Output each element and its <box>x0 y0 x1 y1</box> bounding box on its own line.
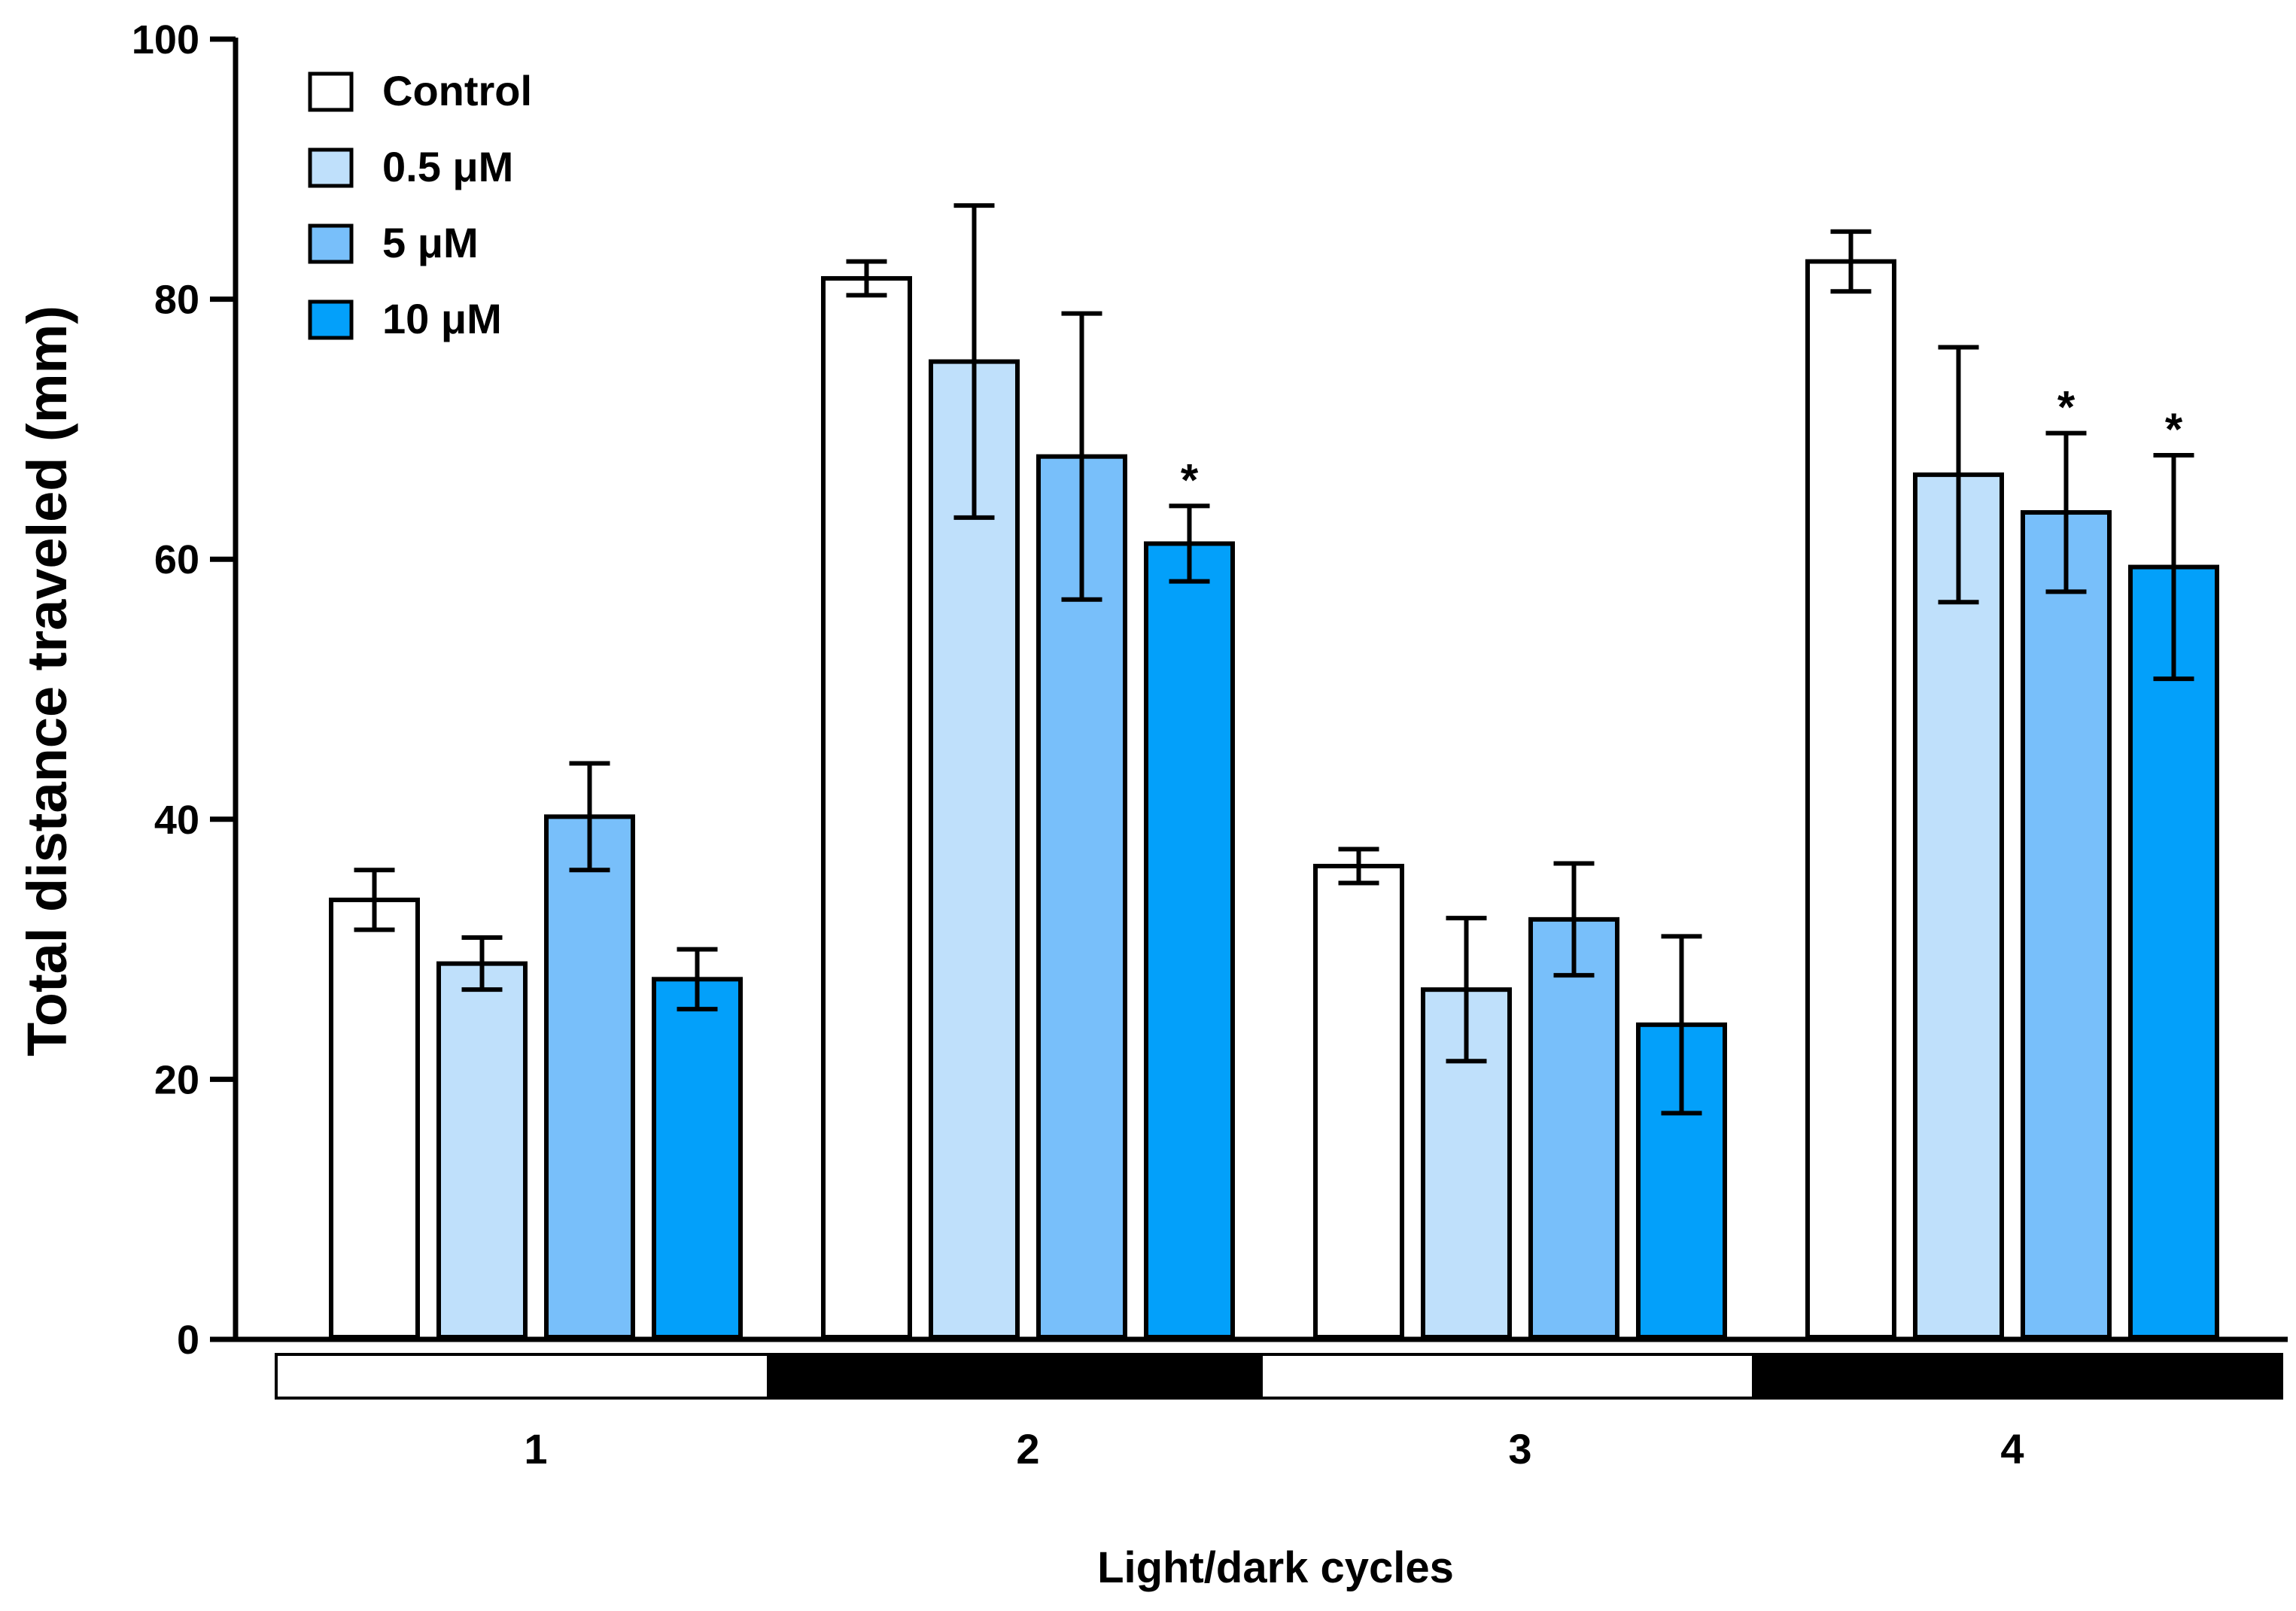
cycle-segment-dark <box>767 1353 1263 1400</box>
legend-swatch-2 <box>308 147 354 188</box>
bar-1-series-1 <box>329 897 420 1340</box>
cycle-segment-dark <box>1752 1353 2283 1400</box>
bar-1-series-2 <box>436 961 528 1340</box>
bars: * * * <box>329 203 2219 1340</box>
bar-4-series-3 <box>2021 509 2112 1340</box>
legend-label-4: 10 μM <box>382 295 502 342</box>
y-tick-label: 40 <box>154 798 199 843</box>
cycle-segment-light <box>1260 1353 1755 1400</box>
x-tick-label: 2 <box>1016 1425 1039 1473</box>
bar-4-series-4 <box>2128 564 2219 1339</box>
significance-marker: * <box>2057 382 2076 433</box>
x-tick-label: 1 <box>524 1425 547 1473</box>
bar-2-series-4 <box>1144 541 1235 1339</box>
x-axis-label: Light/dark cycles <box>1097 1543 1454 1592</box>
bar-2-series-1 <box>821 275 912 1339</box>
bar-3-series-1 <box>1313 864 1404 1340</box>
legend-label-3: 5 μM <box>382 219 479 266</box>
x-tick-label: 4 <box>2000 1425 2024 1473</box>
legend-label-1: Control <box>382 67 532 114</box>
bar-3-series-3 <box>1528 916 1619 1339</box>
y-tick-label: 60 <box>154 537 199 582</box>
significance-marker: * <box>1181 454 1199 505</box>
significance-marker: * <box>2165 404 2183 454</box>
y-axis-label: Total distance traveled (mm) <box>16 305 78 1056</box>
legend-swatch-4 <box>308 299 354 340</box>
legend-swatch-3 <box>308 223 354 264</box>
axes: 0 20 40 60 80 100 1 2 3 4 <box>132 17 2288 1473</box>
y-tick-label: 100 <box>132 17 199 62</box>
x-tick-label: 3 <box>1508 1425 1531 1473</box>
y-tick-label: 20 <box>154 1057 199 1102</box>
legend: Control 0.5 μM 5 μM 10 μM <box>308 67 532 342</box>
bar-4-series-1 <box>1805 259 1896 1339</box>
legend-swatch-1 <box>308 71 354 112</box>
bar-1-series-4 <box>652 977 743 1339</box>
y-tick-label: 0 <box>177 1318 199 1363</box>
bar-1-series-3 <box>544 814 635 1339</box>
cycle-segment-light <box>275 1353 770 1400</box>
legend-label-2: 0.5 μM <box>382 143 513 190</box>
y-tick-label: 80 <box>154 278 199 323</box>
bar-2-series-3 <box>1036 454 1127 1339</box>
bar-2-series-2 <box>929 359 1020 1340</box>
